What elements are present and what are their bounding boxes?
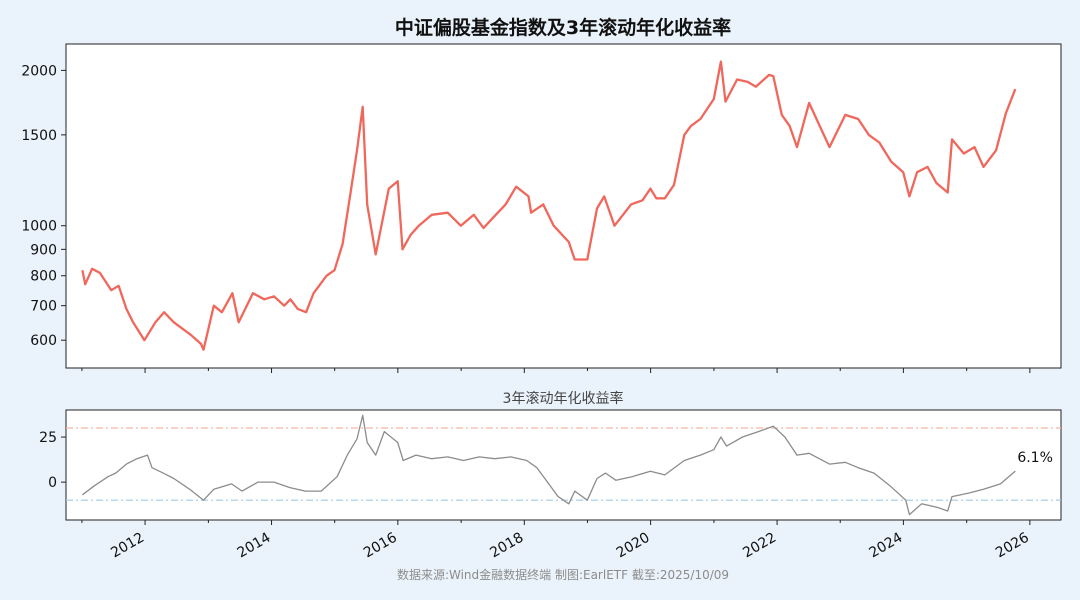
y-tick-label: 25 xyxy=(39,430,57,446)
source-note: 数据来源:Wind金融数据终端 制图:EarlETF 截至:2025/10/09 xyxy=(397,567,729,582)
y-tick-label: 1000 xyxy=(21,219,57,235)
rolling-return-y-axis: 0 25 xyxy=(39,430,66,491)
y-tick-label: 600 xyxy=(30,333,57,349)
index-plot-area xyxy=(65,43,1062,369)
rolling-return-plot-area xyxy=(65,409,1062,521)
y-tick-label: 0 xyxy=(48,475,57,491)
chart-title: 中证偏股基金指数及3年滚动年化收益率 xyxy=(395,16,731,39)
index-panel: 600 700 800 900 1000 1500 2000 xyxy=(21,43,1062,373)
rolling-return-series-line xyxy=(82,414,1016,516)
index-x-axis xyxy=(81,368,1031,373)
y-tick-label: 800 xyxy=(30,269,57,285)
y-tick-label: 1500 xyxy=(21,128,57,144)
index-series-line xyxy=(81,60,1017,351)
y-tick-label: 700 xyxy=(30,299,57,315)
last-value-label: 6.1% xyxy=(1017,450,1053,466)
rolling-return-subtitle: 3年滚动年化收益率 xyxy=(503,390,624,407)
index-y-axis: 600 700 800 900 1000 1500 2000 xyxy=(21,63,66,349)
y-tick-label: 900 xyxy=(30,242,57,258)
y-tick-label: 2000 xyxy=(21,63,57,79)
